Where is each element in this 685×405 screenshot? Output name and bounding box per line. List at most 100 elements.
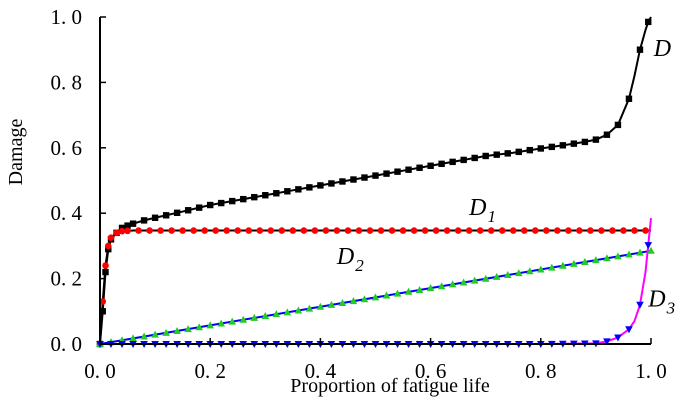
marker-d3 bbox=[644, 242, 653, 250]
marker-d1 bbox=[223, 227, 231, 234]
marker-d bbox=[102, 268, 109, 276]
marker-d2 bbox=[537, 265, 545, 273]
marker-d bbox=[240, 195, 247, 203]
marker-d1 bbox=[531, 227, 539, 234]
x-tick-label: 0. 6 bbox=[415, 359, 447, 383]
marker-d2 bbox=[360, 295, 369, 303]
x-tick-label: 0. 2 bbox=[194, 359, 226, 383]
marker-d1 bbox=[454, 227, 462, 234]
marker-d bbox=[273, 190, 280, 197]
marker-d2 bbox=[217, 319, 226, 327]
marker-d bbox=[570, 140, 578, 147]
marker-d2 bbox=[250, 313, 259, 321]
marker-d1 bbox=[333, 227, 341, 234]
marker-d1 bbox=[399, 227, 407, 234]
marker-d1 bbox=[300, 227, 308, 234]
marker-d2 bbox=[404, 287, 413, 295]
marker-d bbox=[603, 131, 611, 138]
marker-d1 bbox=[99, 298, 107, 305]
marker-d2 bbox=[316, 302, 325, 310]
marker-d1 bbox=[322, 227, 330, 234]
marker-d bbox=[295, 186, 302, 193]
marker-d1 bbox=[344, 227, 352, 234]
series-label-d1: D1 bbox=[468, 195, 496, 226]
marker-d bbox=[124, 222, 131, 229]
marker-d bbox=[129, 220, 137, 227]
x-tick-label: 0. 4 bbox=[305, 359, 337, 383]
marker-d2 bbox=[581, 257, 589, 265]
marker-d bbox=[339, 178, 346, 185]
marker-d2 bbox=[636, 248, 644, 256]
marker-d1 bbox=[113, 229, 120, 237]
series-line-d3 bbox=[100, 218, 652, 345]
y-tick-label: 0. 0 bbox=[51, 332, 83, 356]
marker-d bbox=[460, 156, 467, 164]
axes bbox=[99, 17, 651, 345]
marker-d1 bbox=[543, 227, 550, 234]
marker-d bbox=[405, 166, 412, 173]
marker-d1 bbox=[554, 227, 561, 234]
marker-d bbox=[394, 168, 401, 175]
marker-d1 bbox=[168, 227, 175, 234]
marker-d bbox=[548, 143, 556, 151]
marker-d2 bbox=[625, 250, 633, 258]
marker-d bbox=[493, 151, 500, 158]
marker-d1 bbox=[267, 227, 275, 234]
marker-d bbox=[162, 212, 170, 219]
marker-d bbox=[581, 138, 589, 146]
marker-d2 bbox=[129, 334, 137, 342]
marker-d bbox=[645, 18, 652, 26]
marker-d2 bbox=[162, 328, 170, 336]
marker-d1 bbox=[377, 227, 385, 234]
marker-d bbox=[515, 148, 522, 156]
marker-d bbox=[504, 150, 511, 157]
marker-d1 bbox=[104, 242, 112, 250]
marker-d bbox=[140, 217, 148, 224]
marker-d bbox=[184, 207, 192, 214]
y-tick-label: 0. 6 bbox=[51, 136, 83, 160]
marker-d bbox=[537, 145, 544, 152]
marker-d1 bbox=[234, 227, 242, 234]
marker-d2 bbox=[492, 272, 501, 280]
marker-d2 bbox=[294, 306, 303, 314]
marker-d2 bbox=[393, 289, 402, 297]
marker-d1 bbox=[388, 227, 396, 234]
x-tick-label: 1. 0 bbox=[635, 359, 667, 383]
marker-d bbox=[328, 180, 335, 187]
marker-d bbox=[625, 95, 633, 102]
marker-d bbox=[427, 162, 434, 169]
marker-d3 bbox=[614, 334, 622, 342]
marker-d bbox=[284, 188, 291, 195]
marker-d bbox=[482, 152, 489, 160]
y-tick-label: 0. 2 bbox=[51, 267, 83, 291]
marker-d bbox=[173, 209, 181, 217]
marker-d2 bbox=[261, 312, 270, 320]
marker-d2 bbox=[459, 278, 468, 286]
marker-d2 bbox=[548, 263, 556, 271]
marker-d1 bbox=[520, 227, 528, 234]
marker-d1 bbox=[146, 227, 153, 234]
series-label-main: D bbox=[468, 195, 486, 221]
marker-d bbox=[251, 193, 258, 201]
marker-d1 bbox=[620, 227, 627, 234]
marker-d1 bbox=[421, 227, 429, 234]
marker-d bbox=[383, 170, 390, 177]
marker-d2 bbox=[206, 321, 214, 329]
marker-d2 bbox=[503, 271, 512, 279]
series-label-sub: 3 bbox=[666, 298, 676, 317]
marker-d2 bbox=[448, 280, 457, 288]
marker-d bbox=[350, 176, 357, 183]
x-axis-title: Proportion of fatigue life bbox=[290, 375, 490, 397]
marker-d bbox=[416, 164, 423, 171]
marker-d2 bbox=[603, 254, 611, 262]
marker-d bbox=[262, 192, 269, 199]
marker-d bbox=[559, 142, 567, 149]
marker-d bbox=[636, 46, 644, 53]
marker-d1 bbox=[179, 227, 186, 234]
marker-d bbox=[526, 146, 533, 154]
marker-d1 bbox=[587, 227, 594, 234]
marker-d2 bbox=[327, 300, 336, 308]
marker-d1 bbox=[245, 227, 253, 234]
marker-d1 bbox=[631, 227, 638, 234]
marker-d3 bbox=[636, 301, 644, 309]
